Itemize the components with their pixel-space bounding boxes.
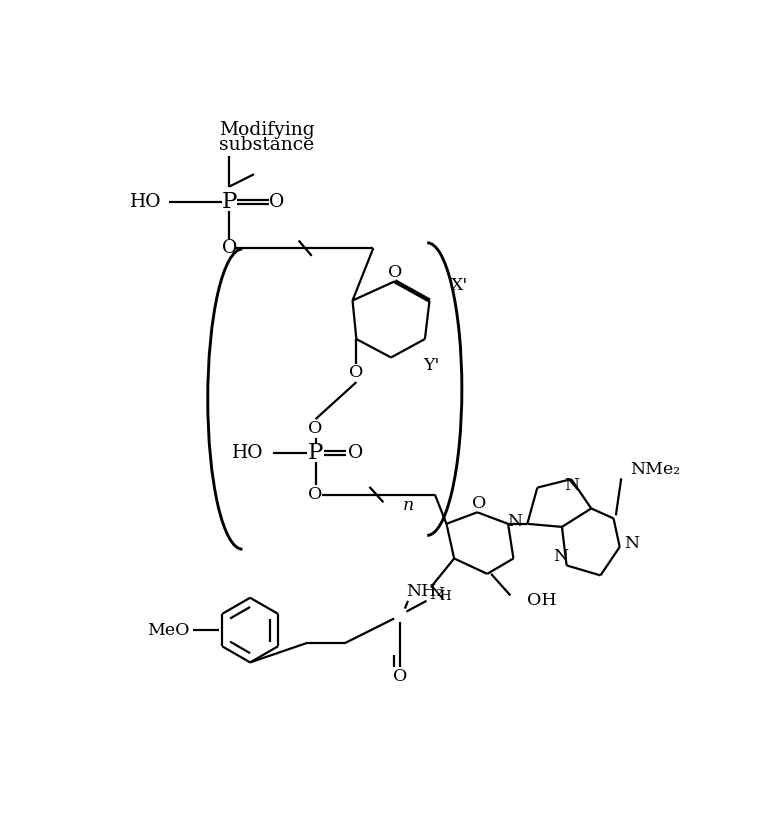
Text: N: N (553, 548, 568, 564)
Text: N: N (625, 535, 640, 553)
Text: X': X' (451, 277, 468, 293)
Text: N: N (564, 477, 579, 494)
Text: N: N (507, 513, 523, 530)
Text: substance: substance (220, 136, 314, 154)
Text: P: P (308, 442, 323, 464)
Text: O: O (393, 668, 408, 685)
Text: HO: HO (130, 193, 162, 211)
Text: O: O (473, 495, 487, 512)
Text: O: O (348, 444, 363, 462)
Text: MeO: MeO (147, 622, 190, 639)
Text: O: O (349, 364, 364, 381)
Text: HO: HO (232, 444, 263, 462)
Text: O: O (270, 193, 285, 211)
Text: OH: OH (528, 592, 557, 609)
Text: NH₂: NH₂ (406, 583, 444, 600)
Text: O: O (308, 420, 323, 437)
Text: Modifying: Modifying (220, 120, 315, 139)
Text: O: O (222, 239, 237, 257)
Text: n: n (402, 497, 414, 514)
Text: H: H (439, 590, 450, 603)
Text: Y': Y' (423, 357, 440, 374)
Text: O: O (308, 486, 323, 503)
Text: P: P (222, 191, 237, 213)
Text: NMe₂: NMe₂ (630, 461, 681, 477)
Text: N: N (430, 586, 445, 603)
Text: O: O (387, 263, 402, 281)
